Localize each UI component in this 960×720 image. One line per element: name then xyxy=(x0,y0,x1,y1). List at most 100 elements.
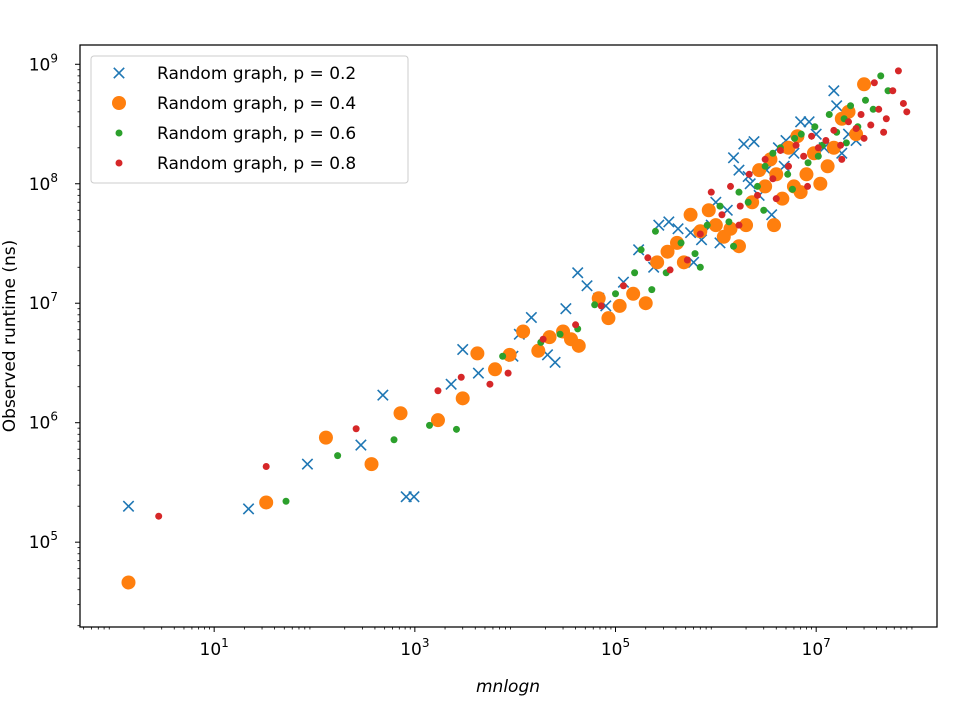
data-point xyxy=(735,221,743,229)
data-marks xyxy=(121,67,911,590)
data-point xyxy=(830,99,843,112)
y-tick-label: 107 xyxy=(29,290,58,314)
data-point xyxy=(531,343,546,358)
legend-label: Random graph, p = 0.4 xyxy=(157,94,356,114)
data-point xyxy=(581,280,593,292)
data-point xyxy=(899,99,907,107)
data-point xyxy=(793,185,808,200)
data-point xyxy=(445,378,457,390)
y-tick-label: 109 xyxy=(29,51,58,75)
legend-marker xyxy=(115,159,123,167)
data-point xyxy=(822,137,830,145)
data-point xyxy=(800,152,808,160)
data-point xyxy=(364,457,379,472)
data-point xyxy=(860,134,868,142)
y-tick-label: 106 xyxy=(29,410,58,434)
data-point xyxy=(794,116,807,128)
data-point xyxy=(352,425,360,433)
data-point xyxy=(696,230,704,238)
data-point xyxy=(760,206,768,214)
data-point xyxy=(875,105,883,113)
data-point xyxy=(560,302,572,315)
data-point xyxy=(857,77,872,92)
data-point xyxy=(788,185,796,193)
data-point xyxy=(808,132,816,140)
legend: Random graph, p = 0.2 Random graph, p = 0… xyxy=(90,55,409,184)
data-point xyxy=(727,152,740,164)
data-point xyxy=(408,490,420,503)
data-point xyxy=(708,218,723,233)
data-point xyxy=(718,211,726,219)
data-point xyxy=(456,343,469,356)
data-point xyxy=(525,311,538,324)
data-point xyxy=(612,290,620,298)
data-point xyxy=(723,221,738,236)
data-point xyxy=(842,139,850,147)
data-point xyxy=(301,458,314,470)
data-point xyxy=(716,202,724,210)
data-point xyxy=(121,575,136,590)
data-point xyxy=(849,127,864,142)
data-point xyxy=(857,110,865,118)
data-point xyxy=(282,497,290,505)
data-point xyxy=(838,155,846,163)
data-point xyxy=(745,170,753,178)
plot-frame xyxy=(79,44,938,628)
data-point xyxy=(334,452,342,460)
data-point xyxy=(772,195,780,203)
data-point xyxy=(648,286,656,294)
data-point xyxy=(758,179,773,194)
data-point xyxy=(748,135,760,148)
legend-entry: Random graph, p = 0.2 xyxy=(113,64,356,84)
data-point xyxy=(663,216,675,228)
data-point xyxy=(733,164,745,176)
data-point xyxy=(825,110,833,118)
y-tick-label: 105 xyxy=(29,529,58,553)
data-point xyxy=(472,367,485,379)
data-point xyxy=(852,125,860,133)
data-point xyxy=(457,373,465,381)
data-point xyxy=(393,406,408,421)
data-point xyxy=(707,188,715,196)
data-point xyxy=(591,301,599,309)
data-point xyxy=(318,430,333,445)
data-point xyxy=(797,130,805,138)
data-point xyxy=(572,321,580,329)
data-point xyxy=(781,140,796,155)
x-axis-label: mnlogn xyxy=(476,677,540,697)
legend-marker xyxy=(112,96,126,110)
data-point xyxy=(767,218,782,233)
data-point xyxy=(861,96,869,104)
legend-label: Random graph, p = 0.8 xyxy=(157,154,356,174)
data-point xyxy=(845,118,853,126)
data-point xyxy=(637,246,645,254)
data-point xyxy=(727,182,735,190)
data-point xyxy=(612,298,627,313)
data-point xyxy=(799,167,814,182)
data-point xyxy=(837,141,845,149)
series-4 xyxy=(155,67,911,520)
x-tick-label: 105 xyxy=(601,636,630,660)
legend-marker xyxy=(113,67,125,79)
data-point xyxy=(626,286,641,301)
data-point xyxy=(792,141,800,149)
data-point xyxy=(556,330,564,338)
data-point xyxy=(731,239,746,254)
data-point xyxy=(813,176,828,191)
data-point xyxy=(516,324,531,339)
data-point xyxy=(703,221,711,229)
data-point xyxy=(122,500,135,512)
data-point xyxy=(830,126,838,134)
data-point xyxy=(499,352,507,360)
data-point xyxy=(730,242,738,250)
y-axis-label: Observed runtime (ns) xyxy=(0,240,20,432)
data-point xyxy=(791,134,799,142)
data-point xyxy=(502,347,517,362)
data-point xyxy=(486,380,494,388)
data-point xyxy=(488,362,503,377)
data-point xyxy=(814,144,822,152)
data-point xyxy=(894,67,902,75)
data-point xyxy=(761,162,769,170)
data-point xyxy=(877,72,885,80)
data-point xyxy=(644,254,652,262)
